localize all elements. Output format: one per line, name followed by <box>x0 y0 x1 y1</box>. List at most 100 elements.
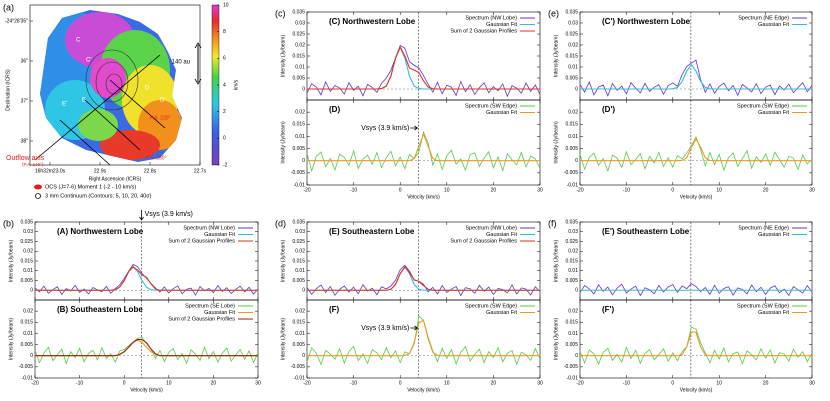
x-axis-label: Velocity (km/s) <box>680 387 713 393</box>
y-tick-label: -0.005 <box>564 364 578 370</box>
y-tick-label: -0.01 <box>22 375 34 381</box>
x-tick-label: 16h32m23.0s <box>35 168 66 174</box>
y-tick-label: 0.025 <box>565 239 578 245</box>
colorbar-label: km/s <box>233 79 239 90</box>
y-axis-label: Intensity (Jy/beam) <box>553 121 559 164</box>
legend-label: Gaussian Fit <box>486 22 517 28</box>
y-tick-label: 0 <box>302 288 305 294</box>
y-tick-label: 0.02 <box>23 308 33 314</box>
y-tick-label: 0.03 <box>23 229 33 235</box>
x-tick-label: 20 <box>211 380 217 386</box>
y-tick-label: 0.035 <box>565 219 578 225</box>
legend-label: Gaussian Fit <box>486 232 517 238</box>
colorbar-tick-label: 0 <box>223 136 226 142</box>
y-axis-label: Intensity (Jy/beam) <box>280 318 286 361</box>
y-tick-label: 0.005 <box>565 75 578 81</box>
outflow-boxes <box>34 54 166 166</box>
y-axis-label: Intensity (Jy/beam) <box>553 240 559 283</box>
y-tick-label: 0.02 <box>295 109 305 115</box>
map-frame <box>29 4 201 166</box>
x-tick-label: 22.8s <box>144 168 157 174</box>
y-tick-label: 0.02 <box>23 249 33 255</box>
spectrum-line <box>306 264 541 297</box>
annotation: D' <box>160 98 165 104</box>
y-tick-label: 0.015 <box>292 122 305 128</box>
colorbar-tick-label: -2 <box>223 162 228 168</box>
legend-label: Spectrum (SW Edge) <box>465 303 517 309</box>
y-tick-label: 0.02 <box>568 308 578 314</box>
legend-label: Gaussian Fit <box>758 22 789 28</box>
x-tick-label: -20 <box>576 380 583 386</box>
y-axis-label: Intensity (Jy/beam) <box>280 121 286 164</box>
y-tick-label: 0.005 <box>292 75 305 81</box>
y-tick-label: -0.01 <box>294 375 306 381</box>
y-tick-label: -0.01 <box>294 182 306 188</box>
map-legend-text: OCS (J=7-6) Moment 1 (-2 - 10 km/s) <box>45 184 136 190</box>
y-tick-label: 0.01 <box>295 64 305 70</box>
y-tick-label: 0.03 <box>295 20 305 26</box>
plot-frame <box>306 299 541 379</box>
y-axis-label: Intensity (Jy/beam) <box>8 240 14 283</box>
y-tick-label: 0.01 <box>568 64 578 70</box>
legend-label: Spectrum (SW Edge) <box>737 303 789 309</box>
y-tick-label: 0 <box>30 288 33 294</box>
colorbar-tick-label: 8 <box>223 29 226 35</box>
x-axis-label: Right Ascension (ICRS) <box>89 176 142 182</box>
x-tick-label: -10 <box>76 380 83 386</box>
y-axis-label: Intensity (Jy/beam) <box>8 318 14 361</box>
x-axis-label: Velocity (km/s) <box>407 387 440 393</box>
legend-label: Gaussian Fit <box>204 232 235 238</box>
y-axis-label: Intensity (Jy/beam) <box>553 35 559 78</box>
plot-frame <box>34 299 259 379</box>
y-tick-label: 0.005 <box>20 342 33 348</box>
moment-map <box>40 10 182 162</box>
legend-label: Spectrum (SW Edge) <box>465 103 517 109</box>
x-tick-label: 0 <box>399 187 402 193</box>
legend-label: Spectrum (NW Lobe) <box>183 225 235 231</box>
subplot-title: (D') <box>602 105 615 114</box>
x-tick-label: 0 <box>671 380 674 386</box>
spectrum-line <box>306 315 541 366</box>
y-tick-label: 0 <box>575 288 578 294</box>
legend-swatch <box>35 193 41 199</box>
y-tick-label: 0 <box>575 158 578 164</box>
colorbar-tick-label: 2 <box>223 109 226 115</box>
spectrum-line <box>307 45 540 90</box>
y-tick-label: 0 <box>302 86 305 92</box>
panel-label: (d) <box>275 218 286 228</box>
y-tick-label: 0.035 <box>20 219 33 225</box>
x-tick-label: 30 <box>537 380 543 386</box>
spectrum-line <box>579 135 813 173</box>
annotation: E <box>82 98 86 104</box>
subplot-title: (F') <box>602 305 614 314</box>
subplot-title: (C') Northwestern Lobe <box>602 17 691 26</box>
y-tick-label: 0.005 <box>565 278 578 284</box>
x-tick-label: 10 <box>716 187 722 193</box>
colorbar-tick-label: 4 <box>223 82 226 88</box>
y-tick-label: 0.01 <box>295 268 305 274</box>
y-tick-label: 0.03 <box>568 20 578 26</box>
x-tick-label: 20 <box>491 187 497 193</box>
y-tick-label: 0.035 <box>292 9 305 15</box>
y-tick-label: -24°28'35" <box>5 18 28 24</box>
x-tick-label: 0 <box>671 187 674 193</box>
y-tick-label: 0.025 <box>20 239 33 245</box>
y-tick-label: 0.025 <box>292 239 305 245</box>
vsys-arrow <box>139 210 144 221</box>
y-tick-label: 0.035 <box>292 219 305 225</box>
spectrum-line <box>306 44 541 98</box>
subplot-title: (C) Northwestern Lobe <box>329 17 416 26</box>
y-tick-label: 0.015 <box>20 258 33 264</box>
panel-label: (c) <box>275 8 286 18</box>
spectrum-line <box>579 283 813 297</box>
subplot-title: (F) <box>329 305 340 314</box>
y-tick-label: 0.005 <box>565 342 578 348</box>
legend-label: Gaussian Fit <box>486 310 517 316</box>
y-tick-label: -0.005 <box>291 170 305 176</box>
vsys-arrow <box>410 125 419 131</box>
x-tick-label: -10 <box>623 380 630 386</box>
y-axis-label: Intensity (Jy/beam) <box>280 240 286 283</box>
y-tick-label: 0.02 <box>295 249 305 255</box>
spectrum-line <box>35 266 258 291</box>
y-tick-label: 0.02 <box>568 249 578 255</box>
